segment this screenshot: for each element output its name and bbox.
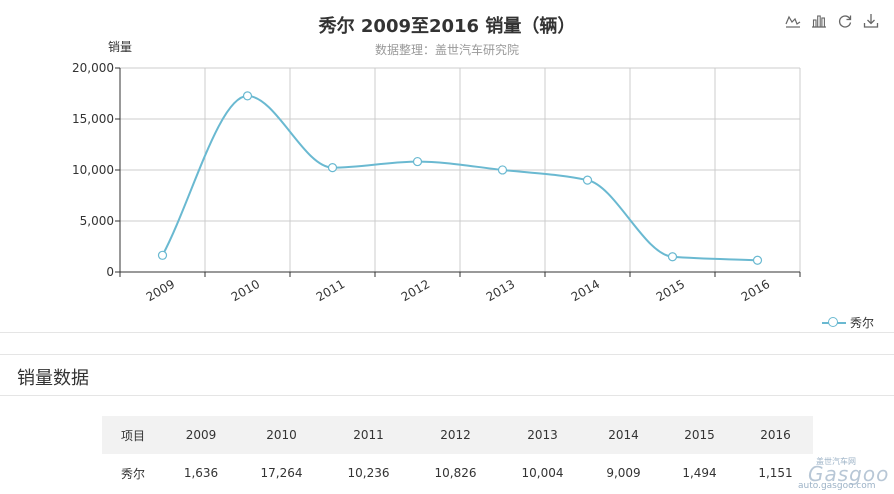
y-tick-label: 0	[106, 265, 114, 279]
data-point[interactable]	[327, 162, 338, 173]
x-tick-label: 2011	[314, 277, 347, 304]
table-cell: 1,151	[758, 466, 793, 480]
data-point[interactable]	[157, 250, 168, 260]
y-tick-labels: 0 5,000 10,000 15,000 20,000	[72, 61, 114, 279]
watermark-logo-text: Gasgoo	[808, 462, 890, 486]
watermark-url: auto.gasgoo.com	[798, 481, 876, 491]
y-tick-label: 15,000	[72, 112, 114, 126]
data-point[interactable]	[582, 175, 593, 185]
table-header: 项目	[102, 416, 164, 454]
divider	[0, 354, 894, 355]
table-cell: 17,264	[260, 466, 303, 480]
x-tick-label: 2012	[399, 277, 432, 304]
table-cell: 1,494	[682, 466, 717, 480]
x-tick-label: 2010	[229, 277, 262, 304]
table-header: 2014	[586, 416, 661, 454]
sales-data-table: 项目 2009 2010 2011 2012 2013 2014 2015 20…	[102, 416, 813, 492]
table-header: 2016	[738, 416, 813, 454]
x-tick-label: 2013	[484, 277, 517, 304]
data-point[interactable]	[667, 252, 678, 262]
table-cell: 1,636	[183, 466, 219, 480]
table-cell: 10,004	[521, 466, 564, 480]
axes	[115, 67, 801, 277]
bar-chart-icon[interactable]	[810, 12, 828, 30]
data-points	[157, 91, 763, 265]
table-header: 2010	[238, 416, 325, 454]
table-header: 2015	[661, 416, 738, 454]
chart-subtitle: 数据整理：盖世汽车研究院	[374, 43, 519, 57]
table-cell: 秀尔	[120, 466, 145, 481]
line-chart-icon[interactable]	[784, 12, 802, 30]
watermark-top-text: 盖世汽车网	[816, 457, 856, 466]
table-header: 2012	[412, 416, 499, 454]
y-tick-label: 20,000	[72, 61, 114, 75]
section-title: 销量数据	[17, 368, 89, 389]
table-header: 2009	[164, 416, 238, 454]
table-cell: 9,009	[606, 466, 641, 480]
grid-lines	[120, 67, 801, 273]
legend-item[interactable]: 秀尔	[822, 314, 874, 331]
y-tick-label: 10,000	[72, 163, 114, 177]
data-point[interactable]	[242, 91, 253, 101]
legend-label: 秀尔	[850, 316, 875, 330]
line-chart: 销量 0 5,000 10,000 15,000 20,000 2009 2010 2011…	[72, 40, 801, 304]
x-tick-labels: 2009 2010 2011 2012 2013 2014 2015 2016	[144, 277, 772, 304]
x-tick-label: 2014	[569, 277, 602, 304]
download-icon[interactable]	[862, 12, 880, 30]
data-point[interactable]	[752, 255, 763, 265]
gasgoo-watermark: 盖世汽车网 Gasgoo auto.gasgoo.com	[796, 456, 890, 492]
chart-toolbox	[784, 12, 880, 30]
table-header: 2011	[325, 416, 412, 454]
data-point[interactable]	[412, 156, 423, 167]
table-row: 秀尔 1,636 17,264 10,236 10,826 10,004 9,0…	[102, 454, 813, 492]
refresh-icon[interactable]	[836, 12, 854, 30]
x-tick-label: 2009	[144, 277, 177, 304]
legend-line-icon	[822, 316, 846, 330]
x-tick-label: 2015	[654, 277, 687, 304]
table-header: 2013	[499, 416, 586, 454]
x-tick-label: 2016	[739, 277, 772, 304]
table-cell: 10,826	[434, 466, 477, 480]
divider	[0, 395, 894, 396]
divider	[0, 332, 894, 333]
table-cell: 10,236	[347, 466, 390, 480]
data-point[interactable]	[497, 165, 508, 175]
y-tick-label: 5,000	[80, 214, 114, 228]
y-axis-label: 销量	[108, 40, 132, 54]
chart-title: 秀尔 2009至2016 销量（辆）	[318, 16, 576, 37]
table-header-row: 项目 2009 2010 2011 2012 2013 2014 2015 20…	[102, 416, 813, 454]
